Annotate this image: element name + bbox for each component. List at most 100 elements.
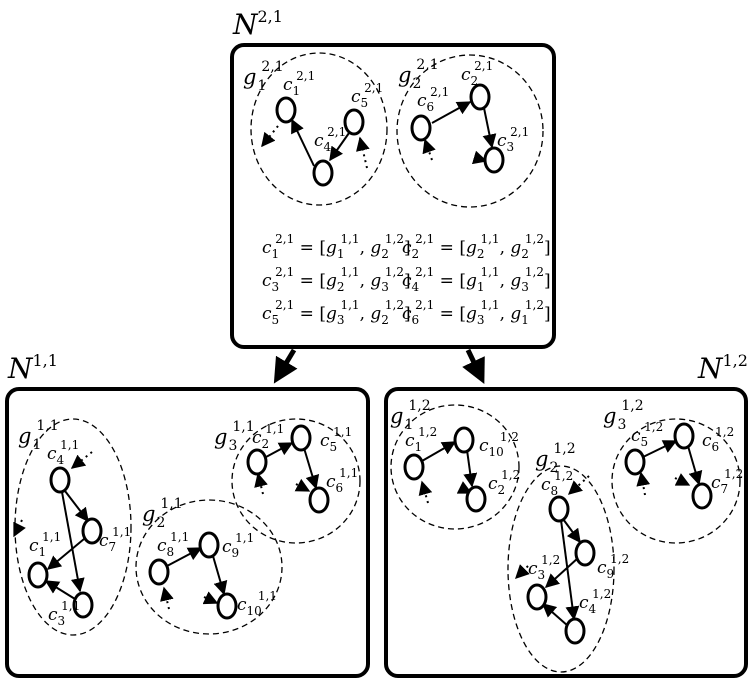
incoming-r-c1: [418, 480, 433, 504]
edge-r-c4-c3: [541, 603, 569, 627]
right-group-1: [390, 404, 520, 530]
formula-c1: c12,1 = [g11,1, g21,2]: [262, 232, 411, 261]
right-group-2-label: g21,2: [535, 441, 576, 476]
left-group-2: [135, 499, 283, 635]
edge-r-c6-c7: [687, 445, 703, 486]
left-box-title: N1,1: [7, 351, 58, 385]
incoming-c1: [261, 125, 279, 148]
top-label-c6: c62,1: [417, 85, 449, 114]
right-label-c8: c81,2: [541, 469, 573, 498]
incoming-l-c4: [70, 451, 93, 469]
right-group-3-label: g31,2: [603, 398, 644, 433]
arrow-to-right-network: [462, 348, 485, 385]
left-network-box: N1,1 g11,1 g21,1 g31,1 c41,1: [5, 351, 370, 678]
edge-r-c9-c3: [544, 557, 579, 588]
formula-c5: c52,1 = [g31,1, g21,2]: [262, 298, 411, 327]
edge-c5-c4: [329, 132, 350, 162]
left-label-c1: c11,1: [29, 530, 61, 559]
right-node-c4: [564, 617, 586, 645]
left-label-c9: c91,1: [222, 531, 254, 560]
top-node-c3: [483, 146, 505, 174]
left-node-c1: [27, 561, 49, 589]
formula-block: c12,1 = [g11,1, g21,2] c22,1 = [g21,1, g…: [262, 232, 551, 327]
edge-c5-c6: [303, 447, 320, 490]
right-node-c9: [574, 539, 596, 567]
left-group-3-label: g31,1: [214, 419, 255, 454]
top-network-box: N2,1 g12,1 g22,1 c12,1 c42,1 c52,1 c62,1…: [230, 7, 556, 349]
left-node-c6: [308, 486, 330, 514]
edge-c9-c10: [212, 555, 228, 596]
incoming-r-c5: [636, 471, 651, 496]
left-node-c9: [198, 531, 220, 559]
incoming-r-c8: [567, 475, 590, 495]
left-label-c10: c101,1: [237, 589, 277, 618]
right-node-c10: [453, 426, 475, 454]
right-network-box: N1,2 g11,2 g21,2 g31,2 c11,2: [384, 351, 748, 678]
left-node-c3: [72, 591, 94, 619]
arrow-to-left-network: [273, 348, 298, 384]
left-label-c4: c41,1: [47, 438, 79, 467]
edge-c2-c5: [265, 442, 294, 458]
top-label-c1: c12,1: [283, 69, 315, 98]
edge-r-c8-c4: [560, 519, 580, 621]
left-label-c8: c81,1: [157, 530, 189, 559]
edge-r-c1-c10: [421, 441, 457, 462]
top-group-1-label: g12,1: [243, 59, 284, 94]
right-label-c5: c51,2: [631, 420, 663, 449]
right-box-frame: [384, 387, 748, 678]
edge-c3-c1: [44, 580, 76, 600]
incoming-r-c7: [674, 473, 691, 486]
right-label-c7: c71,2: [711, 467, 743, 496]
formula-c3: c32,1 = [g21,1, g31,2]: [262, 265, 411, 294]
right-node-c3: [526, 583, 548, 611]
formula-c2: c22,1 = [g21,1, g21,2]: [402, 232, 551, 261]
top-group-2-label: g22,1: [398, 57, 439, 92]
right-box-title: N1,2: [697, 351, 748, 385]
left-node-c10: [216, 592, 238, 620]
left-group-1: [14, 418, 132, 636]
top-node-c4: [312, 159, 334, 187]
top-node-c5: [343, 108, 365, 136]
left-node-c8: [148, 558, 170, 586]
right-label-c6: c61,2: [702, 425, 734, 454]
left-label-c2: c21,1: [252, 422, 284, 451]
edge-c6-c2: [431, 101, 472, 124]
top-node-c1: [275, 96, 297, 124]
right-node-c7: [691, 482, 713, 510]
right-node-c6: [673, 422, 695, 450]
incoming-l-c10: [202, 591, 219, 605]
right-label-c1: c11,2: [405, 425, 437, 454]
left-box-frame: [5, 387, 370, 678]
top-label-c2: c22,1: [461, 59, 493, 88]
incoming-c3: [471, 150, 488, 165]
left-label-c3: c31,1: [48, 599, 80, 628]
edge-r-c10-c2: [463, 449, 478, 488]
left-node-c5: [290, 424, 312, 452]
edge-c2-c3: [482, 107, 497, 149]
left-label-c5: c51,1: [320, 425, 352, 454]
top-box-frame: [230, 43, 556, 349]
incoming-r-c2: [456, 481, 473, 494]
right-group-3: [611, 418, 741, 544]
right-label-c4: c41,2: [579, 587, 611, 616]
right-label-c3: c31,2: [528, 553, 560, 582]
top-label-c4: c42,1: [314, 125, 346, 154]
left-node-c2: [246, 448, 268, 476]
formula-c6: c62,1 = [g31,1, g11,2]: [402, 298, 551, 327]
left-label-c6: c61,1: [326, 466, 358, 495]
top-label-c5: c52,1: [351, 81, 383, 110]
top-label-c3: c32,1: [497, 125, 529, 154]
right-node-c8: [548, 495, 570, 523]
right-node-c1: [403, 453, 425, 481]
left-group-1-label: g11,1: [18, 418, 59, 453]
right-label-c9: c91,2: [597, 552, 629, 581]
formula-c4: c42,1 = [g11,1, g31,2]: [402, 265, 551, 294]
left-node-c7: [81, 517, 103, 545]
left-group-3: [231, 418, 361, 544]
right-node-c2: [465, 485, 487, 513]
edge-r-c5-c6: [642, 440, 678, 458]
top-node-c6: [410, 114, 432, 142]
left-node-c4: [49, 466, 71, 494]
